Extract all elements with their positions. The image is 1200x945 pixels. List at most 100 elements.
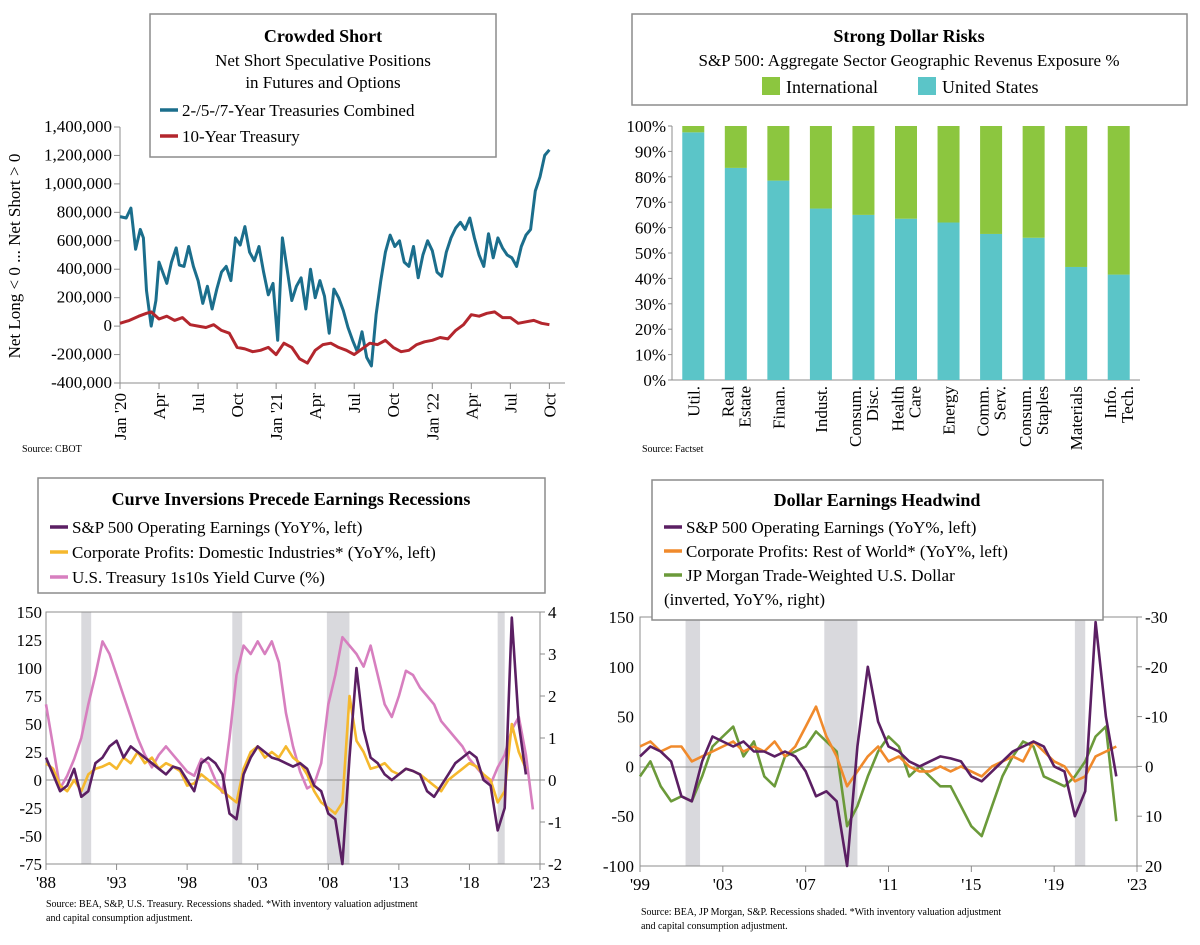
p2-ytick-label: 30% [635,295,666,314]
p1-xtick-label: Apr [150,393,169,420]
p4-legend-label-4: (inverted, YoY%, right) [664,590,825,609]
p2-title: Strong Dollar Risks [833,26,984,46]
p3-plot-frame [45,611,541,865]
p3-ytick-right-label: 2 [548,687,557,706]
p1-subtitle-1: Net Short Speculative Positions [215,51,431,70]
p2-bar-us [809,208,832,380]
p3-ytick-left-label: 75 [25,687,42,706]
p4-recession-band [1074,617,1086,866]
p3-ytick-left-label: -75 [19,855,42,874]
p3-recession-band [81,612,92,864]
p2-legend-swatch-us [918,77,936,95]
p2-category-label: Real [718,386,737,417]
p3-source-2: and capital consumption adjustment. [46,913,193,924]
p3-legend-box [37,477,546,594]
p2-bar-us [682,132,705,380]
p3-ytick-left-label: -50 [19,827,42,846]
p1-subtitle-2: in Futures and Options [245,73,400,92]
p3-xtick-label: '08 [318,873,338,892]
p2-bar-us [895,218,917,380]
p2-category-label: Energy [940,386,959,435]
p2-ytick-label: 90% [635,142,666,161]
p2-ytick-label: 50% [635,244,666,263]
p2-bar-international [895,126,917,219]
p2-title-box [631,13,1188,106]
p2-bar-us [937,222,960,380]
p1-xtick-label: Apr [462,393,481,420]
p2-category-label: Care [906,386,925,418]
p4-xtick-label: '07 [796,875,817,894]
p2-category-label: Tech. [1118,386,1137,423]
p2-legend-united-states: United States [942,77,1039,97]
p2-source: Source: Factset [642,444,704,455]
p4-ytick-left-label: 50 [617,708,634,727]
p4-ytick-right-label: -20 [1145,658,1168,677]
p4-legend-box [651,479,1104,621]
p1-legend-label-1: 2-/5-/7-Year Treasuries Combined [182,101,415,120]
p4-xtick-label: '23 [1127,875,1147,894]
p3-ytick-left-label: -25 [19,799,42,818]
p1-ytick-label: -200,000 [51,345,112,364]
p2-category-label: Materials [1067,386,1086,450]
p3-xtick-label: '93 [107,873,127,892]
p1-series-line-1 [119,148,551,368]
p1-xtick-label: Jan '21 [267,393,286,440]
p1-ytick-label: 0 [104,316,113,335]
p2-ytick-label: 20% [635,320,666,339]
panel-strong-dollar: Strong Dollar Risks S&P 500: Aggregate S… [626,13,1188,455]
p2-category-label: Serv. [991,386,1010,420]
p1-ytick-label: 600,000 [57,231,112,250]
p2-bar-us [1022,237,1045,380]
p4-ytick-left-label: -50 [611,807,634,826]
p3-recession-band [326,612,350,864]
p4-ytick-left-label: 150 [609,608,635,627]
p4-ytick-right-label: 0 [1145,757,1154,776]
p4-legend-label-3: JP Morgan Trade-Weighted U.S. Dollar [686,566,955,585]
p2-bar-international [852,126,875,215]
p2-bar-us [1065,266,1088,380]
p1-xtick-label: Oct [540,393,559,418]
p3-xtick-label: '23 [530,873,550,892]
p2-bar-us [852,214,875,380]
p2-bar-international [937,126,960,223]
p2-category-label: Estate [735,386,754,428]
p4-ytick-left-label: 0 [626,757,635,776]
p4-ytick-left-label: 100 [609,658,635,677]
p2-bar-international [980,126,1003,234]
p3-legend-label-1: S&P 500 Operating Earnings (YoY%, left) [72,518,362,537]
p3-ytick-left-label: 150 [17,603,43,622]
p2-category-label: Finan. [769,386,788,429]
p2-ytick-label: 10% [635,346,666,365]
p3-ytick-left-label: 125 [17,631,43,650]
p4-series-line-1 [639,620,1118,868]
p2-bar-us [980,233,1003,380]
p4-xtick-label: '99 [630,875,650,894]
p3-ytick-right-label: 3 [548,645,557,664]
p4-source-1: Source: BEA, JP Morgan, S&P. Recessions … [641,907,1001,918]
p2-bar-international [767,126,790,181]
p4-xtick-label: '11 [879,875,898,894]
p2-bar-international [1065,126,1088,267]
p1-ytick-label: -400,000 [51,373,112,392]
p2-ytick-label: 40% [635,269,666,288]
p1-xtick-label: Jul [345,393,364,413]
p1-xtick-label: Oct [228,393,247,418]
p4-series-line-3 [638,725,1118,838]
p4-xtick-label: '15 [961,875,981,894]
p1-xtick-label: Apr [306,393,325,420]
p3-ytick-right-label: 4 [548,603,557,622]
p1-ytick-label: 200,000 [57,288,112,307]
p2-legend-swatch-international [762,77,780,95]
p1-series-line-2 [119,310,550,365]
p3-xtick-label: '13 [389,873,409,892]
p2-bar-us [724,167,747,380]
p3-recession-band [232,612,243,864]
p4-ytick-right-label: -30 [1145,608,1168,627]
p4-ytick-right-label: 10 [1145,807,1162,826]
p2-category-label: Info. [1101,386,1120,419]
p3-series-line-1 [44,616,528,866]
p3-source-1: Source: BEA, S&P, U.S. Treasury. Recessi… [46,899,418,910]
p3-ytick-right-label: 0 [548,771,557,790]
p3-ytick-right-label: -1 [548,813,562,832]
p2-category-label: Consum. [1016,386,1035,447]
